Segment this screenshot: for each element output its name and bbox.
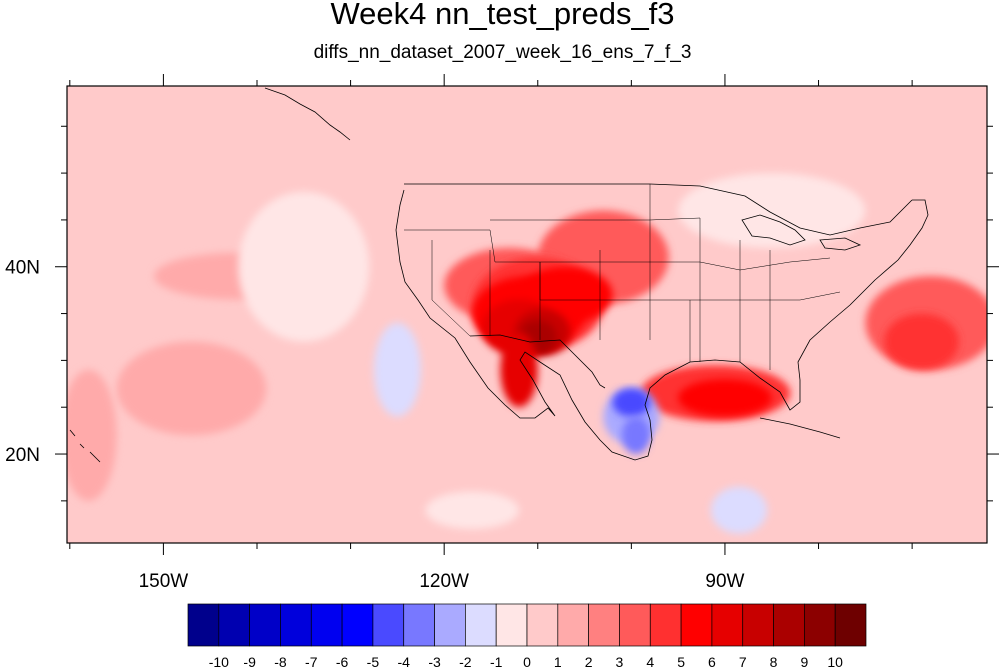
colorbar-label: -8 (274, 654, 287, 670)
colorbar-swatch (619, 603, 651, 647)
colorbar-label: 8 (770, 654, 778, 670)
y-tick-label: 20N (5, 445, 40, 466)
field-region-19 (116, 341, 267, 436)
colorbar-swatch (249, 603, 281, 647)
colorbar-label: -5 (367, 654, 380, 670)
colorbar: -10 -9 -8 -7 -6 -5 -4 -3 -2 -1 0 1 2 3 4 5 6 7 8 9 10 (187, 603, 867, 670)
colorbar-label: -1 (490, 654, 503, 670)
field-contours (67, 173, 987, 534)
colorbar-swatch (403, 603, 435, 647)
coastlines (69, 87, 929, 463)
x-tick-label: 90W (705, 571, 744, 592)
colorbar-label: -10 (209, 654, 229, 670)
field-region-17 (710, 486, 768, 534)
great-lakes (741, 214, 862, 251)
colorbar-swatch (804, 603, 836, 647)
colorbar-label: 9 (800, 654, 808, 670)
chart-title: Week4 nn_test_preds_f3 (330, 0, 675, 31)
plot-area (67, 86, 987, 543)
north-america-coastline (395, 189, 929, 461)
field-region-21 (67, 369, 117, 501)
colorbar-label: 10 (827, 654, 843, 670)
hawaii (69, 429, 101, 463)
colorbar-label: -6 (336, 654, 349, 670)
colorbar-label: -9 (243, 654, 256, 670)
field-region-10 (678, 379, 772, 417)
colorbar-swatch (680, 603, 713, 647)
us-canada-border (404, 183, 913, 236)
colorbar-label: 0 (523, 654, 531, 670)
colorbar-swatch (526, 603, 559, 647)
state-borders (404, 184, 841, 370)
colorbar-label: 1 (554, 654, 562, 670)
colorbar-swatch (465, 603, 497, 647)
field-region-8 (500, 332, 538, 408)
cuba (759, 417, 841, 439)
colorbar-label: -2 (459, 654, 472, 670)
plot-frame (66, 85, 988, 544)
field-region-12 (884, 313, 959, 370)
colorbar-swatch (711, 603, 744, 647)
colorbar-label: 6 (708, 654, 716, 670)
colorbar-label: 7 (739, 654, 747, 670)
x-axis: 150W 120W 90W (69, 74, 913, 592)
field-region-18 (425, 491, 520, 529)
colorbar-label: 2 (585, 654, 593, 670)
colorbar-label: 3 (616, 654, 624, 670)
colorbar-swatch (588, 603, 620, 647)
colorbar-swatch (773, 603, 805, 647)
colorbar-swatch (649, 603, 682, 647)
colorbar-label: 5 (677, 654, 685, 670)
colorbar-swatch (218, 603, 250, 647)
field-region-22 (238, 191, 370, 342)
colorbar-label: -4 (398, 654, 411, 670)
colorbar-swatch (341, 603, 374, 647)
y-axis: 20N 40N (5, 125, 999, 502)
us-mexico-border (469, 334, 606, 389)
colorbar-label: 4 (646, 654, 654, 670)
field-region-23 (678, 173, 866, 249)
colorbar-label: -3 (428, 654, 441, 670)
colorbar-label: -7 (305, 654, 318, 670)
x-tick-label: 150W (139, 571, 189, 592)
colorbar-swatch (495, 603, 528, 647)
colorbar-swatch (834, 603, 867, 647)
field-region-16 (373, 322, 421, 417)
colorbar-swatch (280, 603, 312, 647)
chart-subtitle: diffs_nn_dataset_2007_week_16_ens_7_f_3 (313, 42, 692, 63)
colorbar-swatch (434, 603, 466, 647)
field-region-15 (621, 416, 651, 455)
x-tick-label: 120W (419, 571, 469, 592)
colorbar-swatch (187, 603, 220, 647)
field-region-14 (612, 388, 651, 417)
alaska-coast (264, 87, 351, 141)
y-tick-label: 40N (5, 258, 40, 279)
colorbar-swatch (742, 603, 774, 647)
colorbar-swatch (310, 603, 343, 647)
colorbar-swatch (372, 603, 405, 647)
colorbar-swatch (557, 603, 589, 647)
